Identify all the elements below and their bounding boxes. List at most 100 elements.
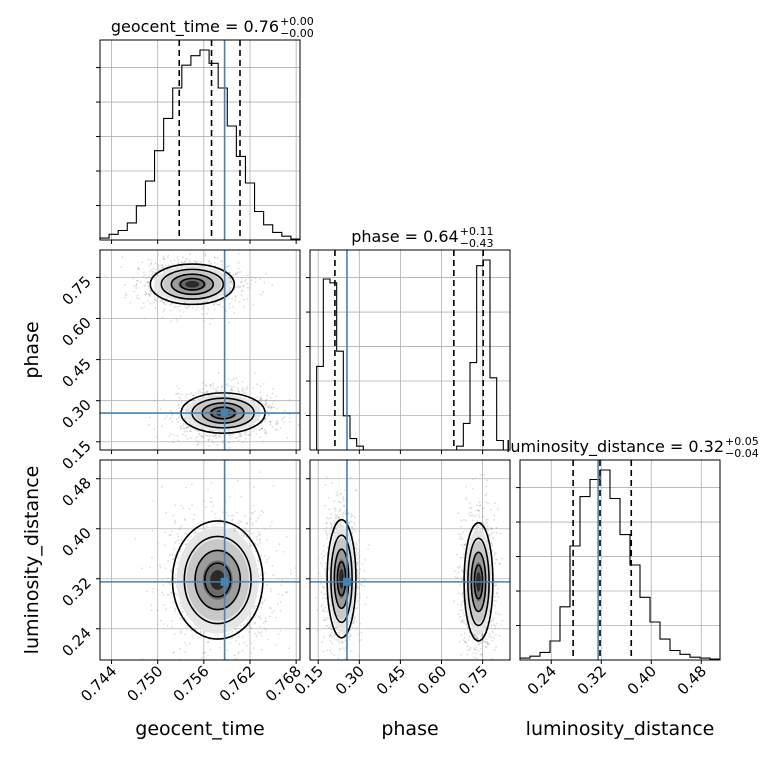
sample-point [356, 577, 359, 580]
sample-point [171, 414, 173, 416]
sample-point [196, 306, 199, 309]
sample-point [324, 529, 327, 532]
sample-point [186, 307, 188, 309]
sample-point [201, 388, 204, 390]
sample-point [351, 526, 354, 529]
sample-point [221, 263, 223, 266]
sample-point [150, 292, 153, 295]
sample-point [185, 427, 188, 429]
sample-point [347, 522, 350, 524]
sample-point [167, 560, 170, 562]
sample-point [151, 273, 154, 275]
sample-point [251, 642, 253, 645]
sample-point [230, 433, 233, 436]
sample-point [342, 497, 344, 500]
sample-point [242, 636, 244, 638]
sample-point [132, 277, 134, 280]
sample-point [202, 652, 205, 654]
sample-point [268, 404, 271, 407]
sample-point [232, 385, 235, 388]
sample-point [262, 511, 265, 514]
sample-point [269, 525, 272, 527]
sample-point [153, 399, 155, 402]
sample-point [320, 605, 323, 608]
sample-point [183, 518, 186, 521]
sample-point [234, 295, 237, 297]
sample-point [174, 554, 176, 557]
sample-point [165, 511, 168, 514]
sample-point [149, 416, 151, 419]
sample-point [342, 496, 345, 499]
sample-point [199, 630, 202, 633]
sample-point [230, 387, 233, 390]
sample-point [333, 654, 336, 656]
sample-point [150, 604, 153, 606]
sample-point [178, 395, 181, 398]
sample-point [175, 393, 177, 396]
sample-point [154, 262, 157, 265]
sample-point [251, 524, 254, 527]
sample-point [268, 413, 270, 416]
histogram-geocent_time [99, 49, 301, 240]
sample-point [358, 548, 360, 551]
sample-point [359, 622, 362, 625]
sample-point [174, 563, 177, 566]
sample-point [159, 408, 162, 411]
sample-point [256, 538, 258, 541]
sample-point [234, 530, 237, 532]
sample-point [360, 584, 363, 586]
sample-point [249, 286, 251, 289]
sample-point [273, 609, 275, 612]
sample-point [364, 579, 367, 581]
sample-point [328, 517, 330, 520]
sample-point [265, 402, 268, 405]
sample-point [325, 522, 328, 524]
sample-point [355, 490, 357, 492]
sample-point [264, 430, 267, 433]
sample-point [264, 418, 267, 421]
sample-point [357, 558, 359, 560]
sample-point [322, 586, 325, 589]
sample-point [333, 519, 335, 522]
sample-point [179, 548, 182, 551]
sample-point [181, 539, 183, 542]
sample-point [200, 260, 203, 263]
sample-point [266, 394, 269, 397]
sample-point [210, 497, 212, 499]
sample-point [151, 274, 154, 277]
sample-point [251, 512, 254, 514]
sample-point [285, 591, 287, 594]
sample-point [336, 515, 339, 517]
sample-point [340, 492, 342, 495]
sample-point [124, 292, 127, 295]
sample-point [208, 260, 210, 263]
sample-point [230, 385, 233, 388]
sample-point [148, 294, 151, 297]
sample-point [171, 553, 174, 556]
sample-point [240, 520, 243, 523]
sample-point [243, 284, 246, 287]
sample-point [271, 565, 274, 567]
sample-point [254, 543, 257, 545]
sample-point [201, 657, 204, 659]
sample-point [170, 433, 173, 435]
sample-point [353, 619, 356, 622]
sample-point [257, 517, 260, 520]
sample-point [275, 616, 277, 619]
sample-point [185, 396, 187, 398]
sample-point [245, 535, 248, 538]
sample-point [260, 427, 263, 430]
sample-point [237, 635, 240, 638]
sample-point [150, 290, 152, 293]
sample-point [174, 610, 177, 612]
sample-point [208, 435, 211, 438]
sample-point [259, 533, 261, 536]
sample-point [151, 529, 154, 532]
axes-frame [99, 459, 301, 661]
sample-point [333, 634, 335, 636]
sample-point [174, 504, 177, 506]
sample-point [231, 518, 234, 521]
sample-point [171, 530, 173, 533]
sample-point [323, 504, 326, 507]
sample-point [352, 514, 355, 517]
